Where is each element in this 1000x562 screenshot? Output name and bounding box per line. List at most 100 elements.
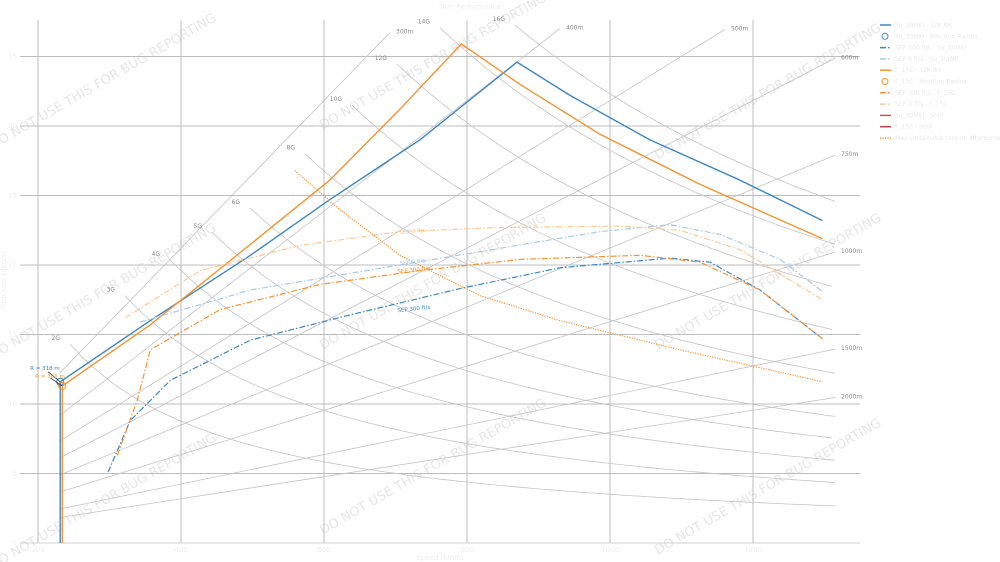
radius-label: 600m <box>841 54 858 61</box>
g-load-line <box>351 104 833 330</box>
y-tick-label: 30 <box>8 122 17 130</box>
radius-label: 400m <box>566 25 583 32</box>
radius-label: 1000m <box>841 248 862 255</box>
g-load-line <box>211 231 833 439</box>
g-load-label: 12G <box>375 55 388 62</box>
min-turn-radius-marker <box>58 381 67 390</box>
g-load-label: 16G <box>493 16 506 23</box>
legend-item[interactable]: Su_30MKI - Stall <box>880 112 944 119</box>
legend-item[interactable]: F_15C - 12K lbs <box>880 67 941 74</box>
series-line <box>124 225 823 319</box>
legend-label: SEP 0 ft/s - Su_30MKI <box>895 56 959 63</box>
y-tick-label: 25 <box>8 192 17 200</box>
x-tick-label: 400 <box>174 546 187 554</box>
legend-item[interactable]: F_15C - Min Turn Radius <box>881 78 967 86</box>
radius-label: 500m <box>731 25 748 32</box>
legend-item[interactable]: Su_30MKI - 12K lbs <box>880 22 952 29</box>
legend-item[interactable]: Su_30MKI - Min Turn Radius <box>881 32 977 40</box>
g-load-label: 2G <box>52 335 61 342</box>
series-line <box>140 224 823 323</box>
sep-label: SEP 0 ft/s <box>399 258 426 267</box>
legend-item[interactable]: F_15C - Stall <box>880 124 933 131</box>
g-load-label: 5G <box>194 223 203 230</box>
watermark-text: DO NOT USE THIS FOR BUG REPORTING <box>0 431 219 562</box>
g-load-label: 8G <box>287 145 296 152</box>
g-load-line <box>396 63 833 287</box>
sep-label: SEP 300 ft/s <box>397 266 431 275</box>
radius-line <box>59 29 726 442</box>
x-tick-label: 800 <box>460 546 473 554</box>
legend-label: Su_30MKI - 12K lbs <box>895 22 952 29</box>
series-line <box>107 257 823 473</box>
g-load-line <box>249 207 836 417</box>
legend-label: SEP 0 ft/s - F_15C <box>895 101 948 108</box>
sep-label: SEP 300 ft/s <box>397 305 431 314</box>
g-load-label: 6G <box>232 199 241 206</box>
min-radius-label: R = 361 m <box>35 374 65 380</box>
legend-label: F_15C - Min Turn Radius <box>895 79 967 86</box>
radius-line <box>59 397 836 518</box>
watermark-text: DO NOT USE THIS FOR BUG REPORTING <box>652 21 884 163</box>
y-tick-label: 5 <box>13 470 17 478</box>
y-tick-label: 0 <box>13 539 17 547</box>
series-line <box>61 43 823 543</box>
x-tick-label: 1200 <box>744 546 762 554</box>
legend-label: SEP 300 ft/s - F_15C <box>895 90 955 97</box>
legend-label: F_15C - 12K lbs <box>895 67 941 74</box>
watermark-text: DO NOT USE THIS FOR BUG REPORTING <box>0 11 219 153</box>
g-load-line <box>304 153 836 374</box>
series-line <box>116 254 823 456</box>
legend-item[interactable]: SEP 0 ft/s - F_15C <box>880 101 948 108</box>
sep-label: SEP 0 ft/s <box>399 228 426 237</box>
legend-label: SEP 300 ft/s - Su_30MKI <box>895 45 966 52</box>
g-load-line <box>439 27 836 245</box>
g-load-line <box>124 295 836 483</box>
radius-line <box>59 32 391 374</box>
legend-label: Su_30MKI - Stall <box>895 112 944 119</box>
legend-item[interactable]: SEP 300 ft/s - F_15C <box>880 90 955 97</box>
legend-item[interactable]: Max sustainable rate on afterburner F_15… <box>880 135 1000 142</box>
y-tick-label: 15 <box>8 331 17 339</box>
legend-circle-icon <box>881 32 889 40</box>
chart-title: Turn Performance <box>438 3 500 11</box>
watermark-text: DO NOT USE THIS FOR BUG REPORTING <box>652 416 884 558</box>
legend-item[interactable]: SEP 0 ft/s - Su_30MKI <box>880 56 959 63</box>
y-axis-label: Turn rate (deg/s) <box>0 251 8 310</box>
reference-lines: 300m 400m 500m 600m 750m 1000m 1500m 2000m 2G 3G 4… <box>52 16 862 518</box>
x-tick-label: 1000 <box>601 546 619 554</box>
watermark-text: DO NOT USE THIS FOR BUG REPORTING <box>317 211 549 353</box>
watermark-text: DO NOT USE THIS FOR BUG REPORTING <box>317 0 549 133</box>
g-load-line <box>69 343 836 507</box>
x-tick-label: 600 <box>317 546 330 554</box>
x-tick-label: 200 <box>31 546 44 554</box>
radius-label: 300m <box>396 28 413 35</box>
legend-label: F_15C - Stall <box>895 124 933 131</box>
radius-line <box>59 348 836 510</box>
min-radius-label: R = 318 m <box>30 366 60 372</box>
radius-line <box>59 28 561 416</box>
watermarks: DO NOT USE THIS FOR BUG REPORTING DO NOT … <box>0 0 884 562</box>
radius-line <box>59 57 836 459</box>
radius-label: 1500m <box>841 345 862 352</box>
g-load-line <box>169 259 836 461</box>
legend: Su_30MKI - 12K lbs Su_30MKI - Min Turn Ra… <box>880 22 1000 142</box>
g-load-label: 14G <box>418 19 431 26</box>
radius-line <box>59 154 836 476</box>
g-load-line <box>514 24 836 202</box>
radius-line <box>59 251 836 493</box>
legend-circle-icon <box>881 78 889 85</box>
min-radius-pointer <box>47 371 61 383</box>
x-axis-label: Speed (km/h) <box>416 554 464 562</box>
y-tick-label: 35 <box>8 53 17 61</box>
series-line <box>59 61 823 543</box>
legend-item[interactable]: SEP 300 ft/s - Su_30MKI <box>880 45 966 52</box>
y-tick-label: 20 <box>8 261 17 269</box>
radius-label: 2000m <box>841 394 862 401</box>
grid: 200 400 600 800 1000 1200 0 5 10 15 20 25 30 35 <box>8 20 860 554</box>
legend-label: Su_30MKI - Min Turn Radius <box>895 33 977 40</box>
g-load-label: 3G <box>107 287 116 294</box>
series: R = 318 m R = 361 m <box>30 43 823 543</box>
g-load-label: 4G <box>152 251 161 258</box>
